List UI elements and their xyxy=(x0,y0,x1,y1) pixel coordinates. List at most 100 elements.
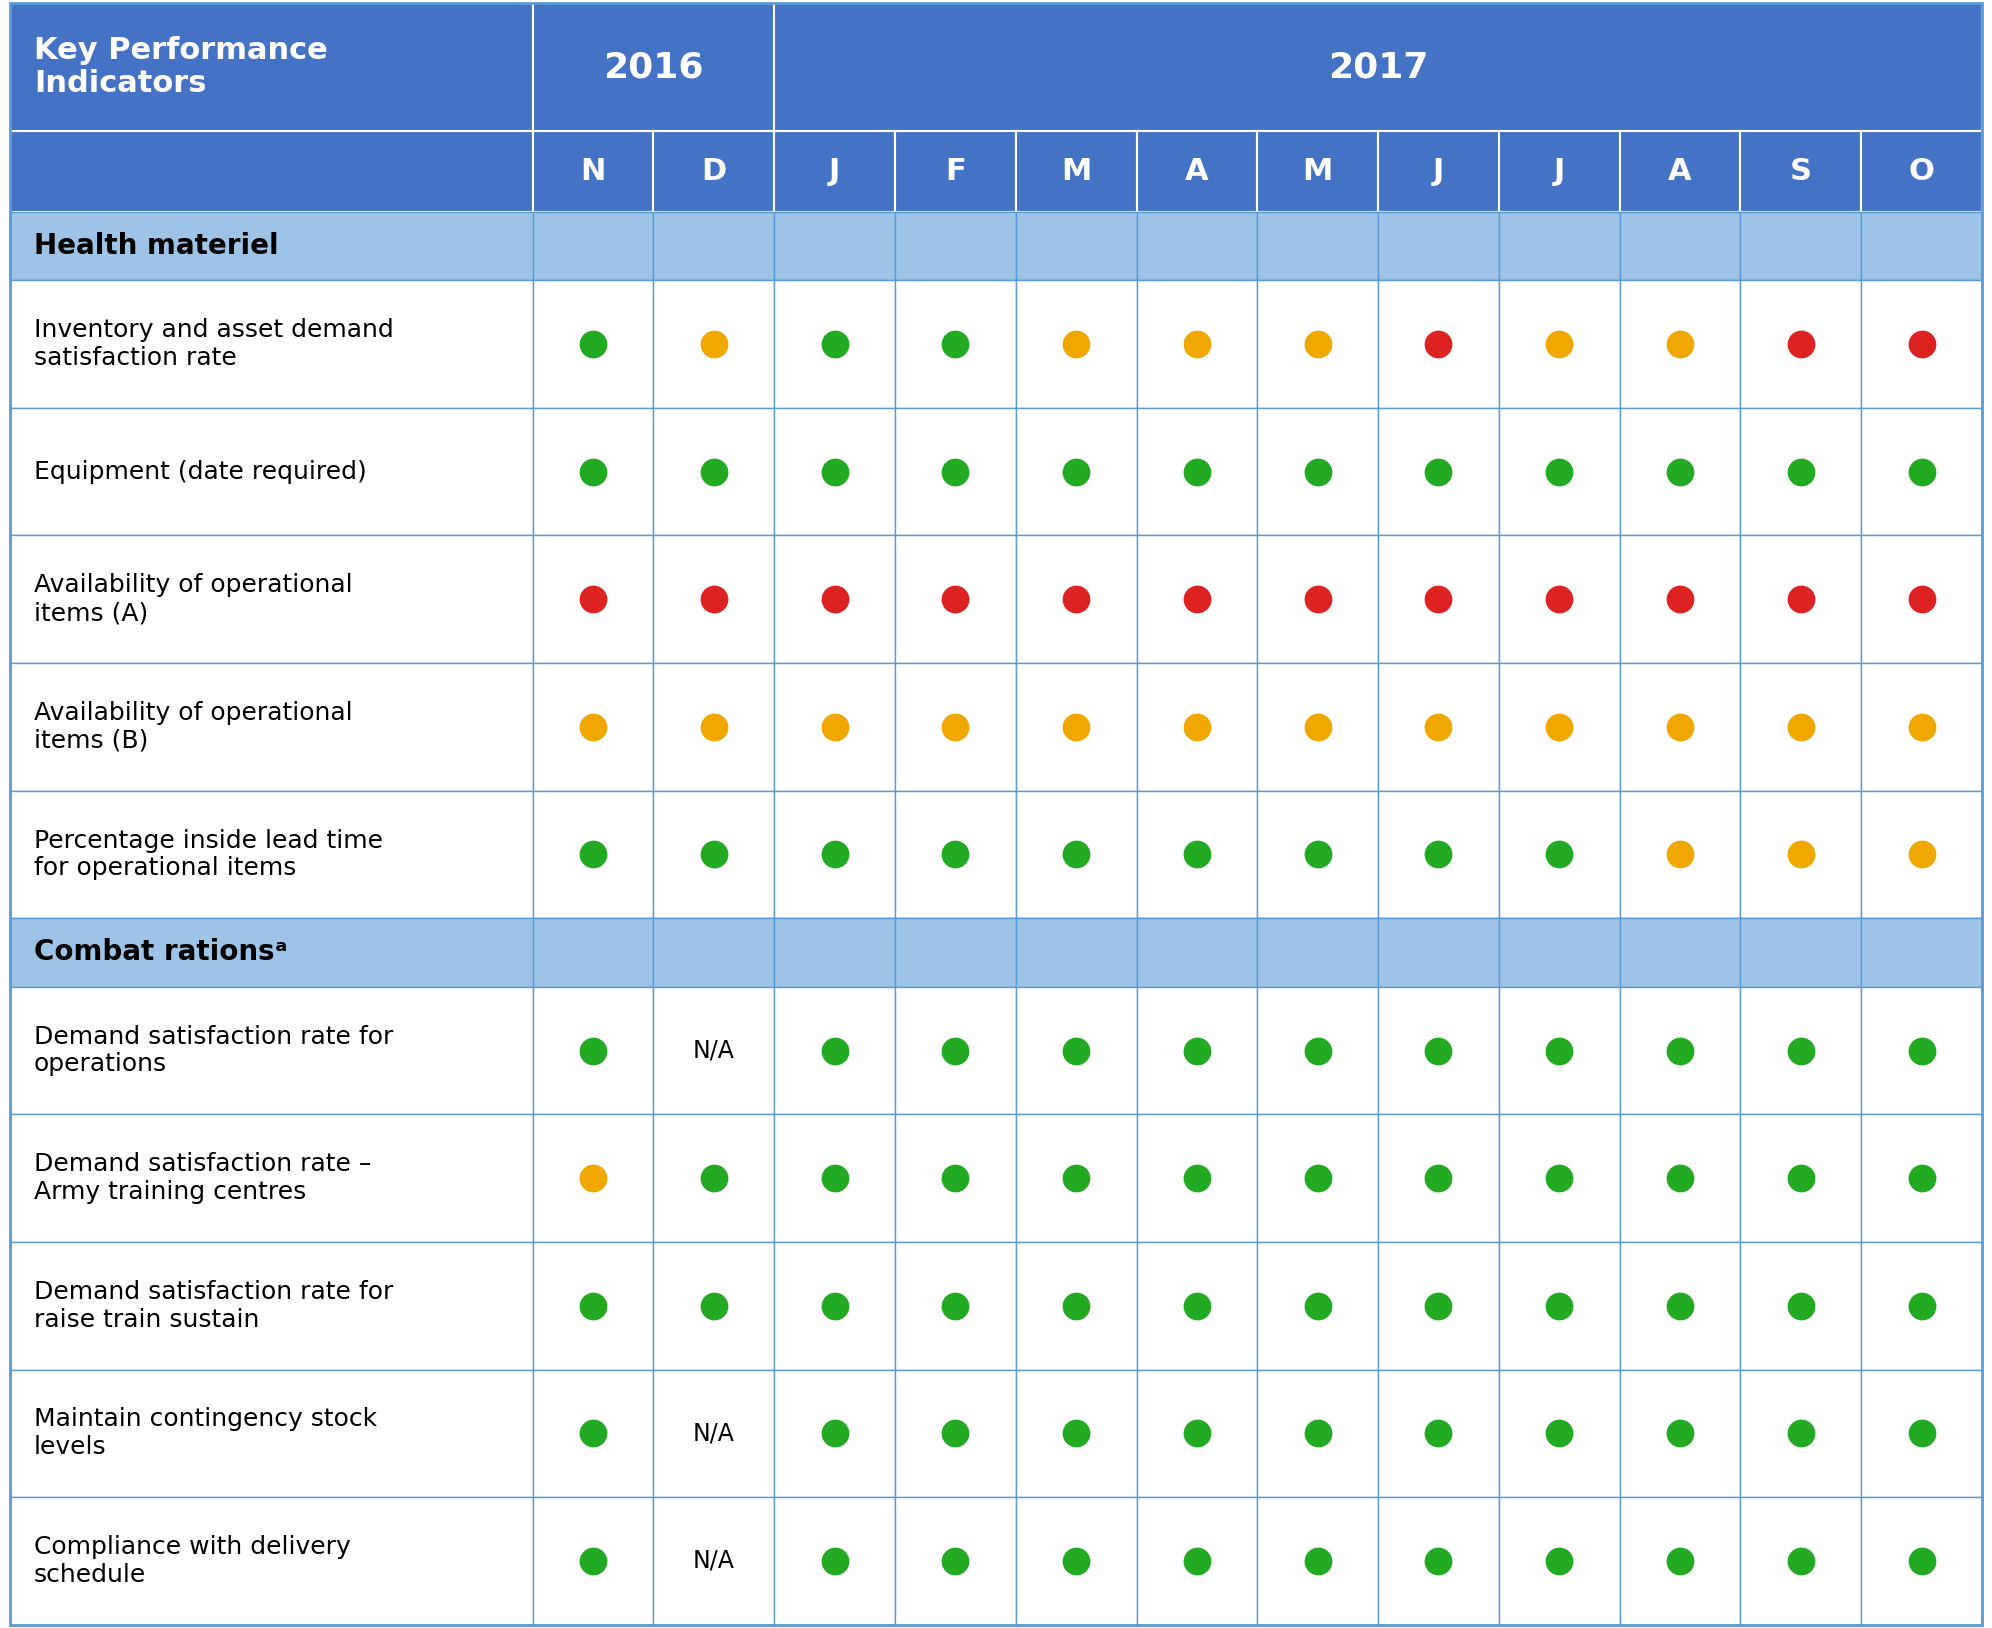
Text: 2016: 2016 xyxy=(604,50,703,85)
Bar xyxy=(532,130,653,212)
Bar xyxy=(894,280,1016,409)
Bar xyxy=(10,280,532,409)
Bar xyxy=(1378,791,1498,918)
Text: N/A: N/A xyxy=(693,1421,735,1446)
Bar xyxy=(653,663,775,791)
Bar xyxy=(894,1498,1016,1625)
Text: Combat rationsᵃ: Combat rationsᵃ xyxy=(34,938,287,967)
Bar xyxy=(1016,791,1137,918)
Bar xyxy=(1257,409,1378,536)
Bar xyxy=(532,987,653,1114)
Bar xyxy=(894,1114,1016,1242)
Bar xyxy=(894,987,1016,1114)
Bar xyxy=(10,130,532,212)
Bar xyxy=(1378,663,1498,791)
Text: J: J xyxy=(1554,156,1566,186)
Bar xyxy=(1498,280,1619,409)
Bar xyxy=(1619,791,1741,918)
Text: N/A: N/A xyxy=(693,1548,735,1573)
Bar xyxy=(653,1114,775,1242)
Bar xyxy=(1257,918,1378,987)
Bar xyxy=(1257,663,1378,791)
Bar xyxy=(10,212,1982,280)
Bar xyxy=(894,1242,1016,1369)
Text: O: O xyxy=(1908,156,1934,186)
Bar xyxy=(1378,1114,1498,1242)
Text: Equipment (date required): Equipment (date required) xyxy=(34,459,367,484)
Bar xyxy=(1861,1498,1982,1625)
Text: Availability of operational
items (B): Availability of operational items (B) xyxy=(34,702,353,752)
Bar xyxy=(1741,130,1861,212)
Bar xyxy=(653,791,775,918)
Bar xyxy=(894,918,1016,987)
Bar xyxy=(1498,1498,1619,1625)
Bar xyxy=(1378,1369,1498,1498)
Text: S: S xyxy=(1791,156,1813,186)
Bar xyxy=(894,1369,1016,1498)
Bar xyxy=(532,1498,653,1625)
Bar xyxy=(1016,1369,1137,1498)
Bar xyxy=(1257,1498,1378,1625)
Text: Inventory and asset demand
satisfaction rate: Inventory and asset demand satisfaction … xyxy=(34,317,394,370)
Text: Maintain contingency stock
levels: Maintain contingency stock levels xyxy=(34,1408,376,1459)
Bar xyxy=(775,1498,894,1625)
Bar xyxy=(1619,987,1741,1114)
Text: N: N xyxy=(580,156,606,186)
Bar xyxy=(1741,409,1861,536)
Bar xyxy=(653,1498,775,1625)
Bar xyxy=(1137,212,1257,280)
Bar xyxy=(1619,280,1741,409)
Bar xyxy=(1741,987,1861,1114)
Bar xyxy=(653,1369,775,1498)
Text: Health materiel: Health materiel xyxy=(34,233,279,260)
Bar xyxy=(1741,212,1861,280)
Text: M: M xyxy=(1303,156,1333,186)
Bar xyxy=(653,130,775,212)
Bar xyxy=(894,409,1016,536)
Text: M: M xyxy=(1062,156,1092,186)
Bar xyxy=(1741,663,1861,791)
Text: J: J xyxy=(1432,156,1444,186)
Bar xyxy=(1016,987,1137,1114)
Bar xyxy=(1378,918,1498,987)
Bar xyxy=(1861,212,1982,280)
Text: J: J xyxy=(829,156,841,186)
Bar xyxy=(1378,280,1498,409)
Bar xyxy=(1498,409,1619,536)
Bar xyxy=(1257,1114,1378,1242)
Bar xyxy=(894,212,1016,280)
Bar xyxy=(1016,663,1137,791)
Bar xyxy=(1137,1114,1257,1242)
Bar xyxy=(1741,1242,1861,1369)
Bar xyxy=(1016,1242,1137,1369)
Bar xyxy=(1257,536,1378,663)
Bar xyxy=(1257,1242,1378,1369)
Bar xyxy=(532,663,653,791)
Bar xyxy=(653,536,775,663)
Bar xyxy=(1861,791,1982,918)
Bar xyxy=(1861,409,1982,536)
Bar xyxy=(532,1369,653,1498)
Bar xyxy=(1378,1498,1498,1625)
Bar xyxy=(1016,1498,1137,1625)
Bar xyxy=(10,1369,532,1498)
Bar xyxy=(1498,130,1619,212)
Bar xyxy=(894,536,1016,663)
Bar xyxy=(1498,1369,1619,1498)
Bar xyxy=(10,536,532,663)
Bar xyxy=(1137,536,1257,663)
Bar xyxy=(1137,280,1257,409)
Bar xyxy=(532,212,653,280)
Bar xyxy=(775,409,894,536)
Bar xyxy=(775,1114,894,1242)
Bar xyxy=(1016,536,1137,663)
Bar xyxy=(1016,918,1137,987)
Bar xyxy=(1378,987,1498,1114)
Bar xyxy=(1378,536,1498,663)
Bar xyxy=(10,409,532,536)
Bar xyxy=(1137,918,1257,987)
Text: 2017: 2017 xyxy=(1329,50,1428,85)
Bar xyxy=(775,791,894,918)
Bar xyxy=(1257,130,1378,212)
Bar xyxy=(1137,1242,1257,1369)
